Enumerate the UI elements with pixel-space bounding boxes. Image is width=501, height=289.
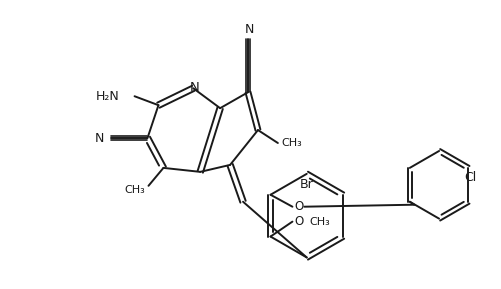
Text: CH₃: CH₃ [281, 138, 302, 148]
Text: Cl: Cl [463, 171, 475, 184]
Text: N: N [189, 81, 199, 94]
Text: N: N [244, 23, 253, 36]
Text: Br: Br [299, 178, 313, 191]
Text: CH₃: CH₃ [125, 185, 145, 195]
Text: O: O [294, 215, 303, 228]
Text: CH₃: CH₃ [309, 217, 330, 227]
Text: H₂N: H₂N [96, 90, 119, 103]
Text: N: N [95, 131, 104, 144]
Text: O: O [294, 200, 303, 213]
